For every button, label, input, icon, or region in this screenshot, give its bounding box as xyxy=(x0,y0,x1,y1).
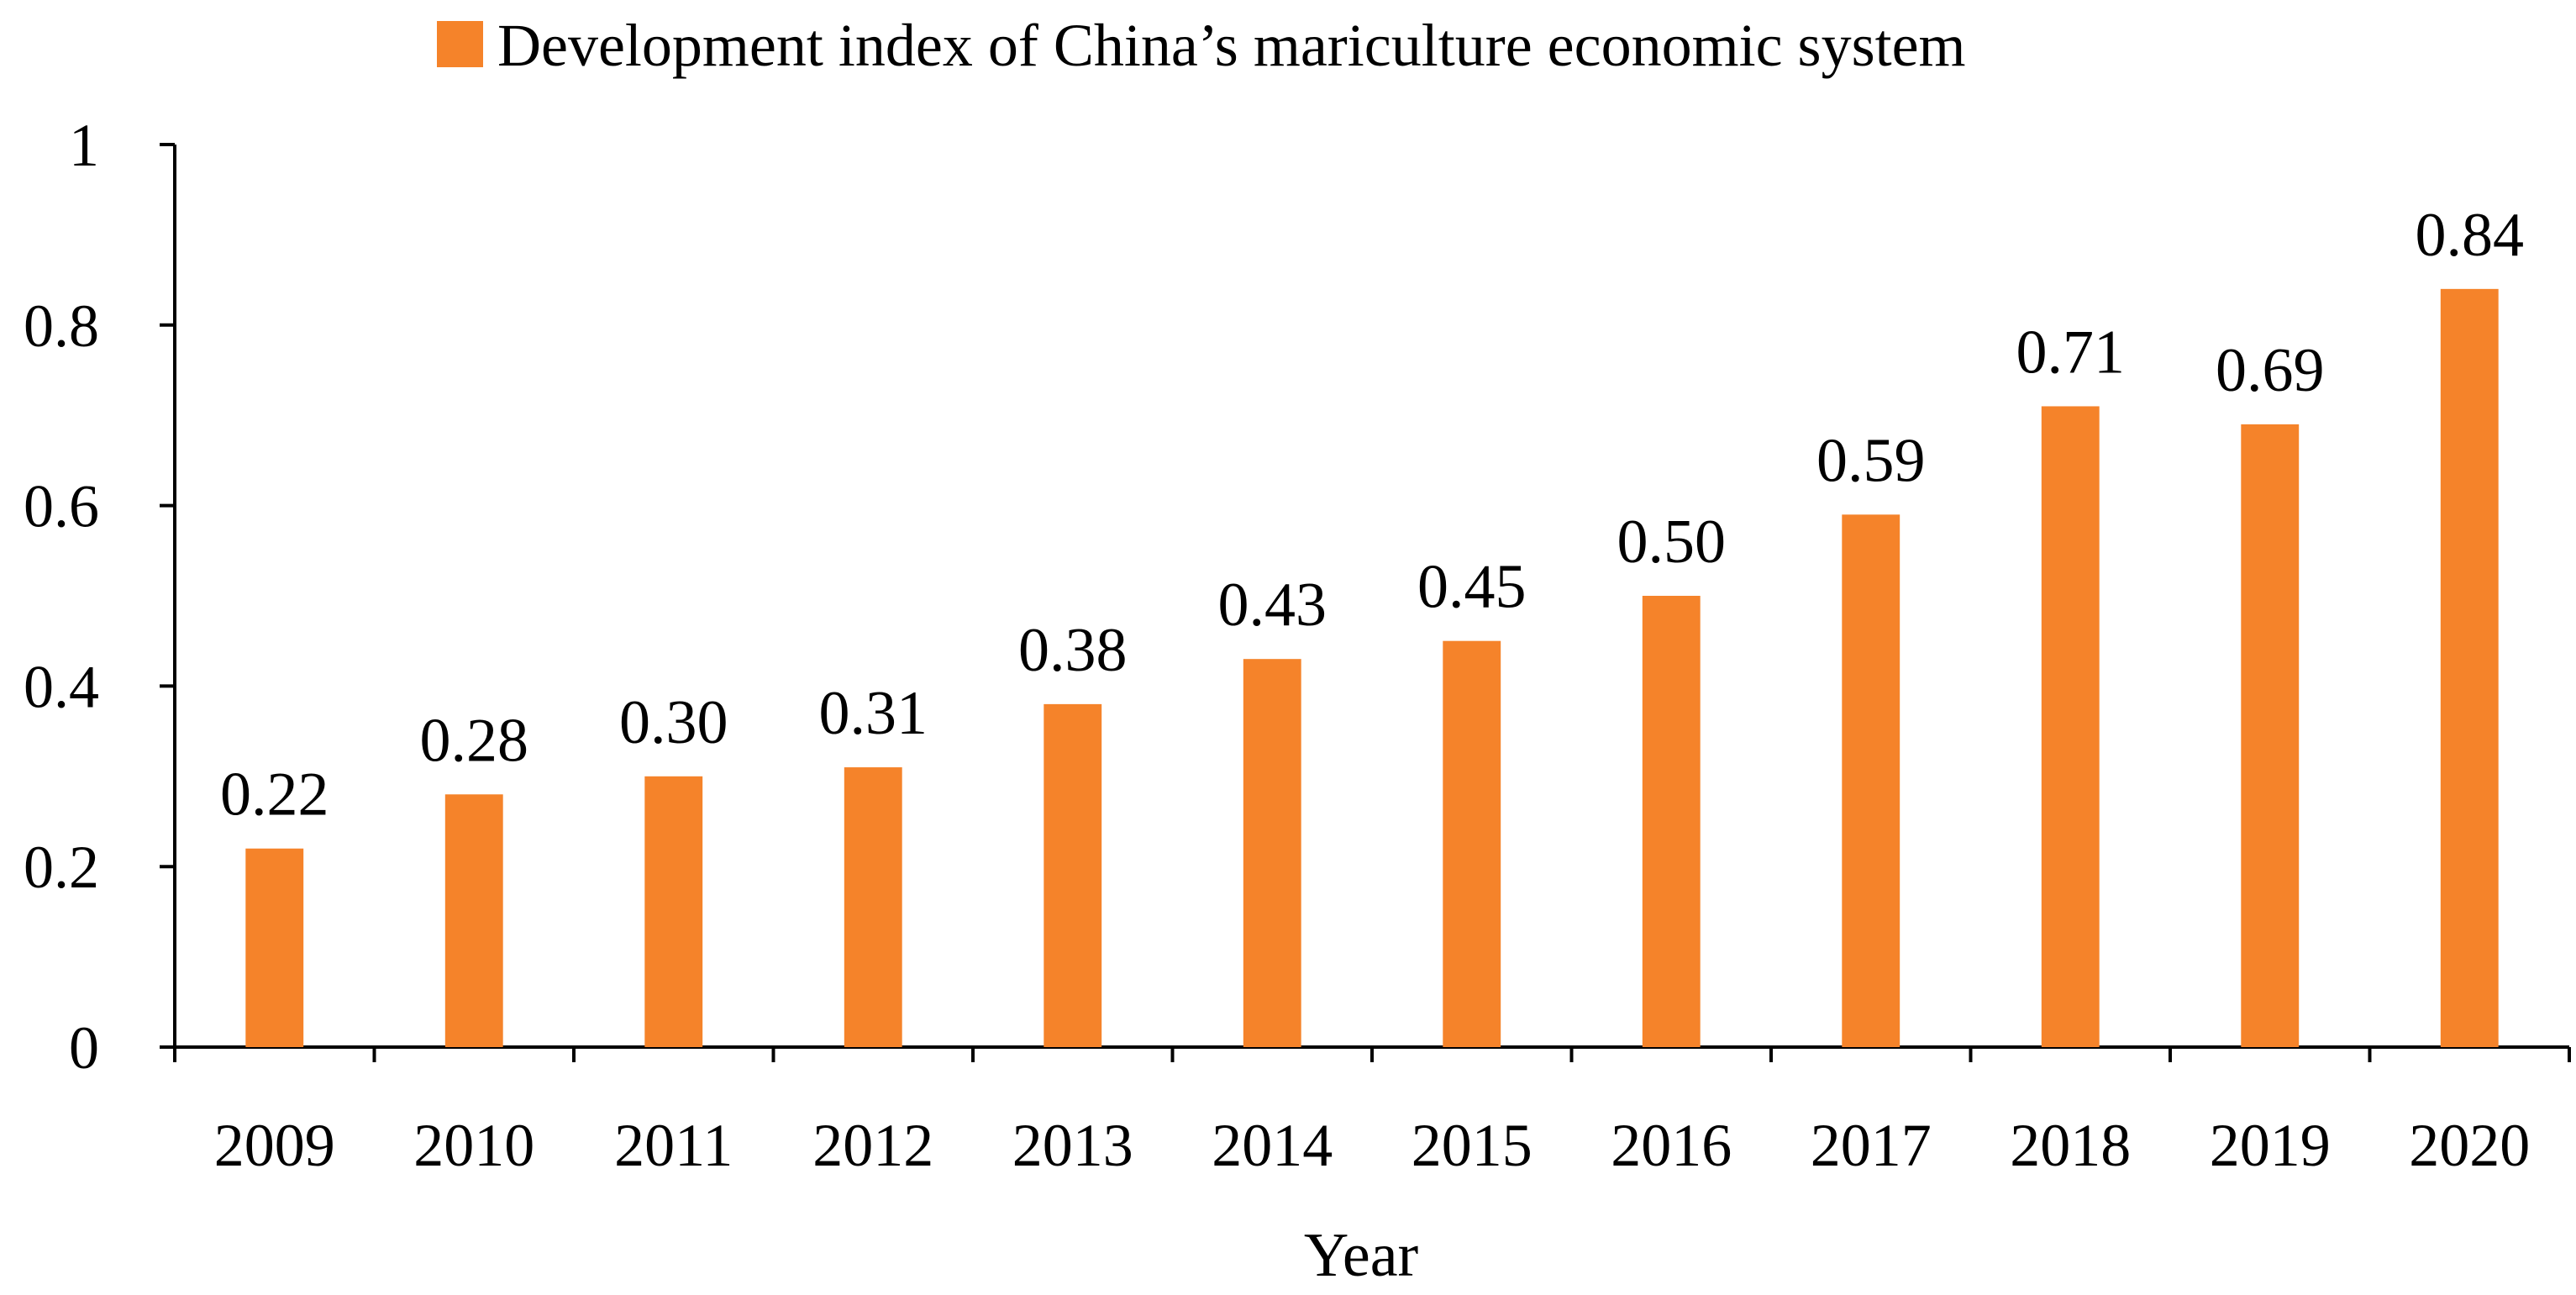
bars xyxy=(245,288,2499,1048)
bar xyxy=(1044,703,1102,1047)
x-axis-title: Year xyxy=(1304,1221,1418,1290)
bar xyxy=(245,848,304,1047)
x-tick-label: 2018 xyxy=(2010,1112,2131,1179)
x-tick-label: 2016 xyxy=(1611,1112,1732,1179)
x-axis-ticks: 2009 2010 2011 2012 2013 2014 2015 2016 2017 2018… xyxy=(173,1047,2571,1179)
y-tick-label: 0.6 xyxy=(24,473,99,540)
data-label: 0.50 xyxy=(1617,508,1727,576)
x-tick-label: 2017 xyxy=(1811,1112,1932,1179)
bar xyxy=(2440,288,2499,1048)
y-tick-label: 0.4 xyxy=(24,653,99,720)
bar xyxy=(844,767,902,1047)
y-tick-label: 1 xyxy=(69,112,99,179)
legend: Development index of China’s mariculture… xyxy=(437,12,1966,79)
data-label: 0.69 xyxy=(2216,336,2325,405)
data-label: 0.84 xyxy=(2416,201,2525,270)
bar xyxy=(2241,424,2300,1047)
y-tick-label: 0.8 xyxy=(24,292,99,360)
legend-label: Development index of China’s mariculture… xyxy=(497,12,1966,79)
x-tick-label: 2019 xyxy=(2210,1112,2331,1179)
x-tick-label: 2010 xyxy=(413,1112,534,1179)
data-label: 0.28 xyxy=(420,706,529,775)
bar xyxy=(2041,406,2100,1048)
data-label: 0.22 xyxy=(220,761,329,829)
data-label: 0.30 xyxy=(619,688,728,757)
x-tick-label: 2011 xyxy=(614,1112,733,1179)
bar xyxy=(1443,640,1501,1047)
x-tick-label: 2020 xyxy=(2409,1112,2530,1179)
y-axis-ticks: 0 0.2 0.4 0.6 0.8 1 xyxy=(24,112,175,1082)
x-tick-label: 2013 xyxy=(1012,1112,1133,1179)
data-label: 0.43 xyxy=(1218,571,1327,640)
y-tick-label: 0.2 xyxy=(24,834,99,901)
axes xyxy=(173,145,2569,1049)
data-label: 0.71 xyxy=(2016,318,2126,387)
data-labels: 0.22 0.28 0.30 0.31 0.38 0.43 0.45 0.50 0.59 0.71… xyxy=(220,201,2524,829)
x-tick-label: 2015 xyxy=(1412,1112,1532,1179)
bar xyxy=(1842,514,1900,1047)
bar xyxy=(1243,659,1301,1047)
data-label: 0.45 xyxy=(1417,553,1527,622)
x-tick-label: 2009 xyxy=(214,1112,335,1179)
legend-swatch xyxy=(437,21,483,67)
x-tick-label: 2012 xyxy=(812,1112,933,1179)
bar xyxy=(444,794,503,1047)
x-tick-label: 2014 xyxy=(1212,1112,1333,1179)
data-label: 0.38 xyxy=(1018,616,1128,685)
data-label: 0.59 xyxy=(1816,426,1926,495)
data-label: 0.31 xyxy=(819,679,928,748)
bar xyxy=(644,776,703,1047)
bar xyxy=(1642,596,1701,1047)
y-tick-label: 0 xyxy=(69,1014,99,1082)
